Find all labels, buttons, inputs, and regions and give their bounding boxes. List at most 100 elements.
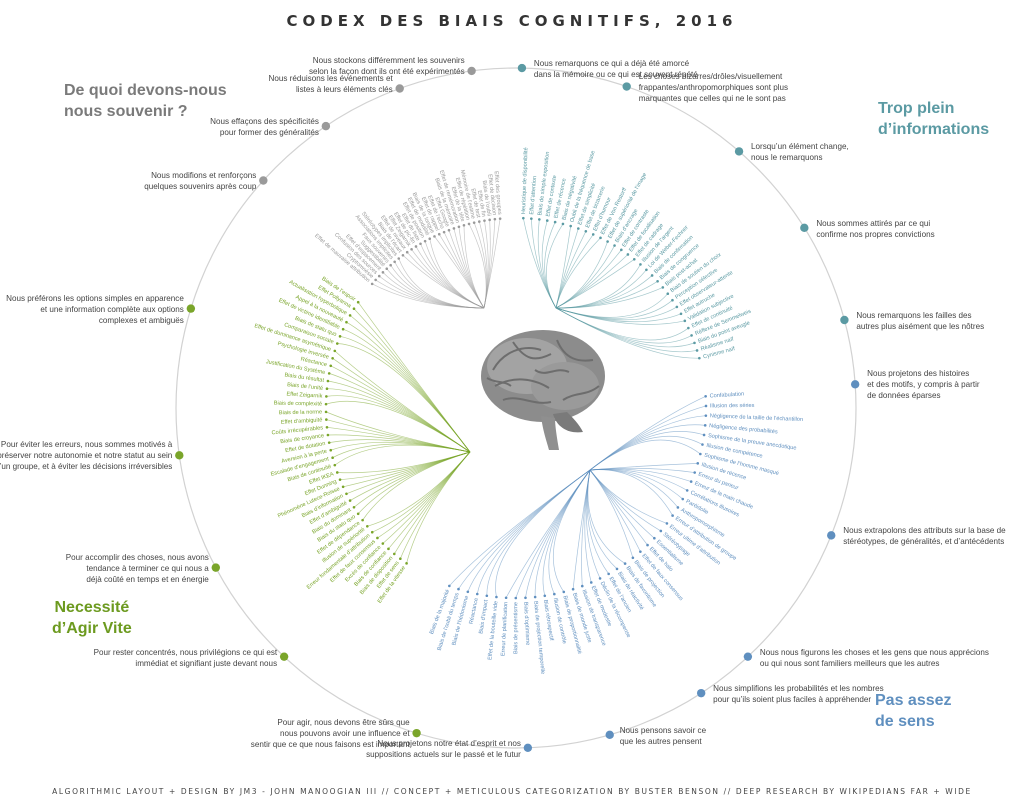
branch-line: [375, 279, 485, 309]
branch-line: [589, 405, 707, 471]
bias-node: [650, 274, 654, 277]
bias-node: [698, 356, 701, 360]
branch-line: [325, 411, 471, 453]
bias-node: [659, 529, 663, 533]
bias-node: [645, 268, 648, 272]
category-label: Les choses bizarres/drôles/visuellement f…: [639, 71, 788, 104]
category-label-line: sentir que ce que nous faisons est impor…: [250, 740, 410, 750]
category-label-line: tendance à terminer ce qui nous a: [86, 563, 209, 573]
branch-line: [367, 451, 471, 527]
bias-node: [704, 414, 708, 417]
category-label-line: Nous modifions et renforçons: [151, 171, 257, 181]
bias-node: [679, 312, 683, 316]
bias-node: [335, 342, 339, 345]
category-label-line: de données éparses: [867, 391, 941, 401]
bias-label: Effet d’ambiguité: [281, 417, 323, 426]
bias-node: [620, 248, 623, 252]
category-label-line: Nous extrapolons des attributs sur la ba…: [843, 526, 1006, 536]
bias-node: [545, 219, 549, 222]
bias-node: [646, 543, 649, 547]
bias-node: [325, 418, 328, 421]
category-dot: [605, 730, 614, 740]
bias-node: [693, 471, 696, 474]
branch-line: [542, 469, 591, 596]
bias-label: Réactance: [300, 357, 327, 369]
bias-node: [428, 237, 432, 241]
branch-line: [334, 350, 471, 453]
bias-node: [338, 335, 342, 338]
quadrant-agir-line1: Necessité: [54, 599, 130, 616]
category-dot: [743, 652, 753, 661]
bias-node: [333, 349, 337, 353]
category-label-line: autres plus aisément que les nôtres: [856, 322, 985, 331]
bias-node: [325, 426, 329, 429]
bias-label: Effet de la bouteille vide: [487, 601, 499, 661]
bias-node: [589, 581, 593, 584]
category-label-line: stéréotypes, de généralités, et d’antécé…: [843, 537, 1005, 547]
category-dot: [395, 84, 404, 93]
branch-line: [589, 415, 706, 471]
bias-node: [639, 550, 642, 553]
bias-node: [661, 286, 665, 289]
bias-label: Effet Zeigarnik: [286, 391, 322, 399]
branch-line: [589, 469, 673, 516]
category-label: Nous pensons savoir ce que les autres pen…: [620, 725, 706, 747]
branch-line: [555, 307, 700, 359]
branch-line: [463, 225, 485, 309]
category-label-line: ou qui nous sont familiers meilleurs que…: [759, 658, 940, 668]
branch-line: [589, 469, 662, 532]
bias-node: [370, 530, 374, 534]
category-label-line: Nous remarquons ce qui a déjà été amorcé: [533, 59, 690, 69]
bias-node: [666, 292, 670, 295]
outer-ring: [175, 67, 857, 749]
branch-line: [555, 237, 601, 309]
bias-label: Effet de décision: [486, 174, 497, 216]
bias-node: [696, 462, 700, 465]
bias-node: [475, 592, 479, 596]
quadrant-trop-line2: d’informations: [878, 121, 990, 138]
category-dot: [840, 315, 849, 325]
bias-node: [467, 222, 471, 226]
category-label-line: pour former des généralités: [219, 128, 319, 138]
bias-node: [493, 217, 497, 221]
branch-line: [548, 469, 591, 595]
bias-node: [580, 584, 584, 588]
branch-line: [589, 469, 634, 558]
bias-node: [335, 471, 339, 474]
bias-node: [562, 590, 566, 594]
quadrant-sens-line2: de sens: [875, 713, 935, 730]
branch-line: [342, 328, 471, 453]
brain-icon: [481, 330, 605, 450]
category-dot: [259, 176, 268, 185]
bias-node: [483, 219, 486, 222]
branch-line: [581, 469, 591, 587]
bias-node: [405, 562, 408, 565]
category-label-line: listes à leurs éléments clés: [296, 84, 393, 94]
bias-node: [329, 364, 333, 368]
category-dot: [175, 451, 184, 460]
quadrant-trop-label: Trop plein d’informations: [878, 98, 989, 140]
branch-line: [325, 401, 471, 453]
bias-node: [676, 506, 680, 509]
category-label: Nous projetons des histoires et des motif…: [867, 368, 979, 401]
bias-node: [533, 595, 537, 599]
bias-node: [423, 239, 427, 243]
branch-line: [589, 439, 701, 471]
category-label-line: Nous stockons différemment les souvenirs: [312, 55, 465, 65]
branch-line: [458, 469, 591, 590]
category-label-line: Pour agir, nous devons être sûrs que: [277, 718, 410, 728]
category-label-line: Nous réduisons les événements et: [268, 73, 393, 83]
category-label-line: nous pouvons avoir une influence et: [280, 729, 410, 739]
bias-node: [607, 572, 610, 576]
bias-node: [325, 387, 329, 390]
bias-node: [615, 567, 619, 571]
bias-node: [437, 232, 441, 236]
bias-label: Heuristique de disponibilité: [521, 147, 530, 214]
bias-label: Biais de l’unité: [287, 382, 324, 392]
category-label-line: selon la façon dont ils ont été expérime…: [308, 66, 465, 76]
bias-node: [327, 372, 331, 375]
bias-node: [341, 327, 345, 331]
branch-line: [589, 469, 683, 500]
category-label-line: nous le remarquons: [751, 153, 823, 163]
